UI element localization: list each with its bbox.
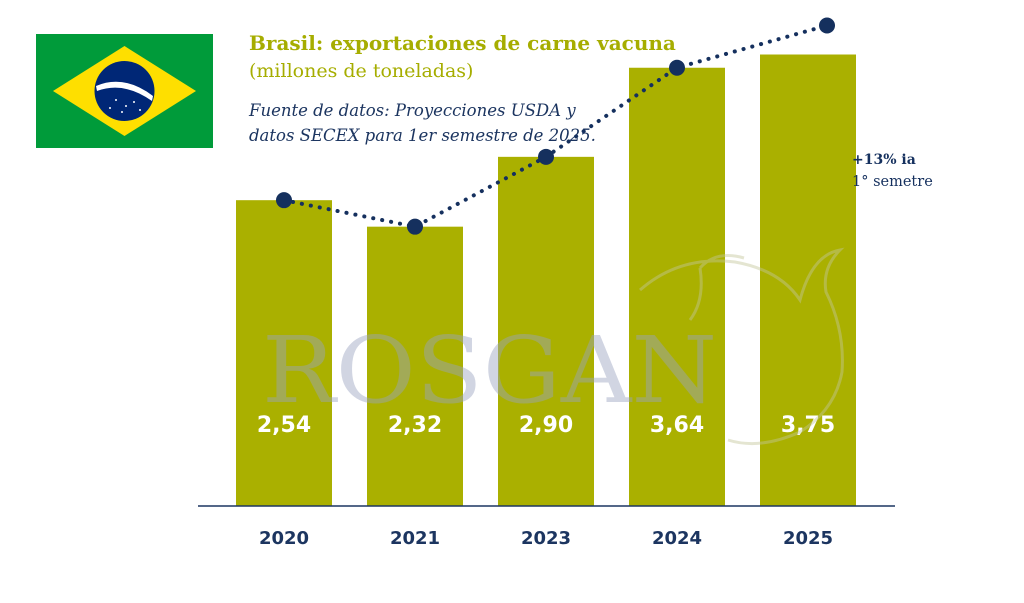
bar-2020 bbox=[236, 200, 332, 506]
bars-layer: 2,54 2,32 2,90 3,64 3,75 bbox=[236, 54, 856, 506]
x-tick-label: 2023 bbox=[521, 528, 571, 549]
x-tick-label: 2025 bbox=[783, 528, 833, 549]
source-note-line-1: Fuente de datos: Proyecciones USDA y bbox=[249, 101, 576, 120]
bull-head-icon bbox=[639, 247, 845, 446]
bar-value-label: 3,75 bbox=[781, 413, 835, 438]
bar-2024 bbox=[629, 67, 725, 506]
trend-marker bbox=[669, 59, 685, 76]
watermark: ROSGAN bbox=[262, 247, 845, 446]
bar-2021 bbox=[367, 226, 463, 506]
source-note-line-2: datos SECEX para 1er semestre de 2025. bbox=[249, 126, 596, 145]
trend-marker bbox=[819, 17, 835, 34]
annotation-growth: +13% ia bbox=[852, 152, 916, 168]
x-tick-label: 2020 bbox=[259, 528, 309, 549]
watermark-text: ROSGAN bbox=[262, 317, 717, 424]
bar-2023 bbox=[498, 156, 594, 506]
chart-title: Brasil: exportaciones de carne vacuna bbox=[249, 31, 676, 55]
x-tick-label: 2024 bbox=[652, 528, 702, 549]
bar-value-label: 2,54 bbox=[257, 413, 311, 438]
bar-value-label: 2,32 bbox=[388, 413, 442, 438]
trend-marker bbox=[407, 218, 423, 235]
trend-marker bbox=[538, 148, 554, 165]
chart-subtitle: (millones de toneladas) bbox=[249, 60, 474, 82]
x-axis-labels: 2020 2021 2023 2024 2025 bbox=[259, 528, 833, 549]
annotation-period: 1° semetre bbox=[852, 174, 933, 190]
trend-marker bbox=[276, 192, 292, 209]
bar-value-label: 2,90 bbox=[519, 413, 573, 438]
x-tick-label: 2021 bbox=[390, 528, 440, 549]
trend-line-layer bbox=[276, 17, 835, 235]
brazil-flag-icon bbox=[36, 34, 213, 148]
bar-2025 bbox=[760, 54, 856, 506]
bar-value-label: 3,64 bbox=[650, 413, 704, 438]
